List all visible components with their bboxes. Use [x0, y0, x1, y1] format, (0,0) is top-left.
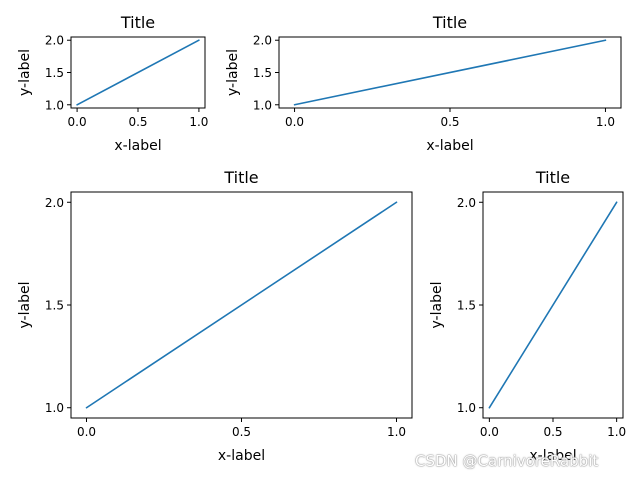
y-tick-label: 1.5 [253, 66, 272, 80]
y-tick-label: 1.5 [45, 66, 64, 80]
y-tick-label: 2.0 [253, 34, 272, 48]
subplot-1: 0.0 0.5 1.0 1.0 1.5 2.0 Title x-label y-label [17, 13, 208, 154]
y-tick-label: 1.0 [45, 401, 64, 415]
y-tick-label: 1.0 [45, 98, 64, 112]
x-tick-label: 0.0 [68, 115, 87, 129]
y-axis-label: y-label [17, 49, 33, 96]
x-axis-label: x-label [529, 448, 576, 464]
chart-title: Title [432, 13, 467, 32]
x-tick-label: 0.5 [440, 115, 459, 129]
watermark: CSDN @CarnivoreRabbit [415, 452, 599, 470]
x-tick-label: 1.0 [607, 425, 626, 439]
x-tick-label: 0.0 [285, 115, 304, 129]
y-tick-label: 2.0 [45, 196, 64, 210]
y-axis-label: y-label [225, 49, 241, 96]
y-axis-label: y-label [429, 282, 445, 329]
chart-title: Title [223, 168, 258, 187]
chart-title: Title [120, 13, 155, 32]
x-axis-label: x-label [114, 138, 161, 154]
x-tick-label: 1.0 [596, 115, 615, 129]
y-tick-label: 1.0 [253, 98, 272, 112]
y-tick-label: 1.0 [457, 401, 476, 415]
x-tick-label: 1.0 [189, 115, 208, 129]
x-tick-label: 0.0 [480, 425, 499, 439]
x-tick-label: 0.5 [128, 115, 147, 129]
subplot-4: 0.0 0.5 1.0 1.0 1.5 2.0 Title x-label y-label [429, 168, 626, 464]
x-tick-label: 0.5 [232, 425, 251, 439]
subplot-3: 0.0 0.5 1.0 1.0 1.5 2.0 Title x-label y-label [17, 168, 413, 464]
series-line [85, 201, 398, 409]
y-tick-label: 2.0 [457, 196, 476, 210]
series-line [76, 39, 200, 106]
x-tick-label: 0.5 [543, 425, 562, 439]
x-axis-label: x-label [218, 448, 265, 464]
subplot-2: 0.0 0.5 1.0 1.0 1.5 2.0 Title x-label y-label [225, 13, 622, 154]
series-line [293, 39, 607, 106]
chart-title: Title [535, 168, 570, 187]
y-axis-label: y-label [17, 282, 33, 329]
x-axis-label: x-label [426, 138, 473, 154]
y-tick-label: 1.5 [457, 299, 476, 313]
series-line [488, 201, 618, 409]
y-tick-label: 1.5 [45, 299, 64, 313]
x-tick-label: 1.0 [387, 425, 406, 439]
x-tick-label: 0.0 [77, 425, 96, 439]
y-tick-label: 2.0 [45, 34, 64, 48]
